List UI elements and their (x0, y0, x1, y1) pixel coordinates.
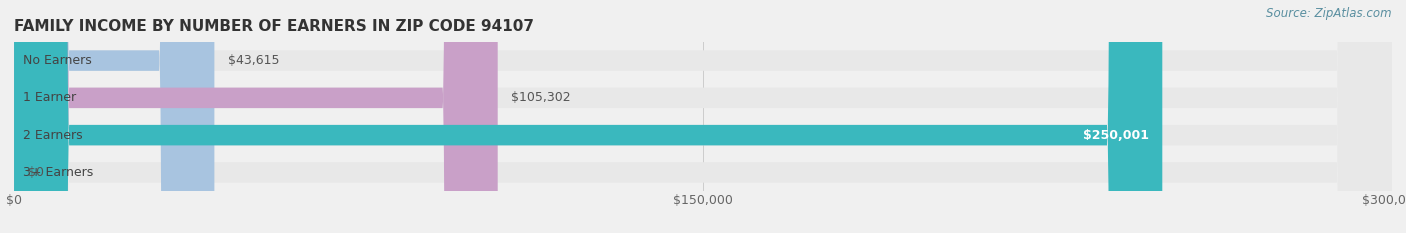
FancyBboxPatch shape (14, 0, 1392, 233)
FancyBboxPatch shape (14, 0, 498, 233)
FancyBboxPatch shape (14, 0, 1392, 233)
Text: $250,001: $250,001 (1083, 129, 1149, 142)
FancyBboxPatch shape (14, 0, 1392, 233)
Text: No Earners: No Earners (24, 54, 91, 67)
FancyBboxPatch shape (14, 0, 1392, 233)
FancyBboxPatch shape (14, 0, 1163, 233)
Text: FAMILY INCOME BY NUMBER OF EARNERS IN ZIP CODE 94107: FAMILY INCOME BY NUMBER OF EARNERS IN ZI… (14, 19, 534, 34)
Text: Source: ZipAtlas.com: Source: ZipAtlas.com (1267, 7, 1392, 20)
Text: $43,615: $43,615 (228, 54, 280, 67)
FancyBboxPatch shape (14, 0, 214, 233)
Text: 2 Earners: 2 Earners (24, 129, 83, 142)
Text: 1 Earner: 1 Earner (24, 91, 76, 104)
Text: $0: $0 (28, 166, 44, 179)
Text: 3+ Earners: 3+ Earners (24, 166, 93, 179)
Text: $105,302: $105,302 (512, 91, 571, 104)
